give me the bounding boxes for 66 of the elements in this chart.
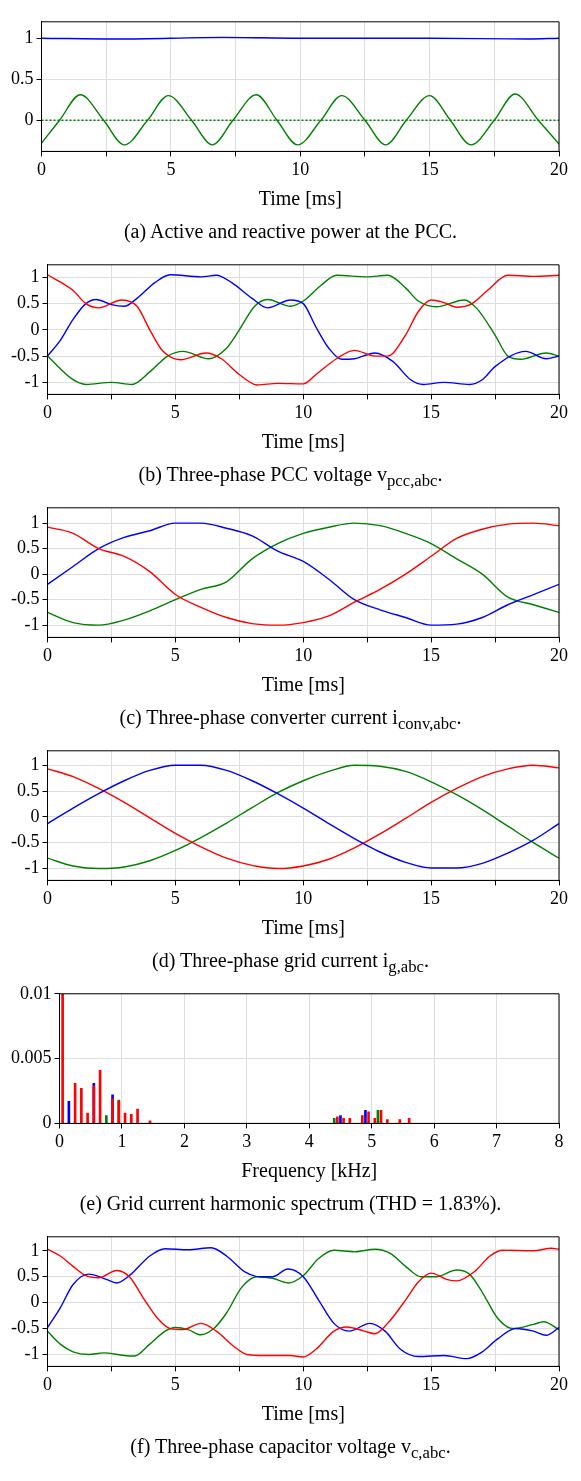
- x-tick-label: 6: [429, 1130, 439, 1151]
- y-tick-label: -0.5: [10, 344, 40, 365]
- x-axis-title: Time [ms]: [261, 916, 345, 939]
- y-tick-label: -0.5: [10, 588, 40, 609]
- x-axis-title: Time [ms]: [261, 673, 345, 696]
- y-tick-label: -1: [24, 857, 40, 878]
- text: (f) Three-phase capacitor voltage v$_{c,abc}$.: [129, 1434, 452, 1464]
- x-tick-label: 20: [550, 158, 568, 179]
- y-tick-label: 1: [30, 1239, 40, 1260]
- x-tick-label: 15: [422, 401, 441, 422]
- x-tick-label: 8: [554, 1130, 564, 1151]
- text: (a) Active and reactive power at the PCC.: [122, 219, 459, 245]
- x-tick-label: 10: [294, 1373, 313, 1394]
- x-tick-label: 10: [294, 401, 313, 422]
- x-tick-label: 5: [170, 1373, 180, 1394]
- y-tick-label: -1: [24, 371, 40, 392]
- y-tick-label: 0: [42, 1112, 52, 1133]
- text: (b) Three-phase PCC voltage v$_{pcc,abc}$.: [137, 462, 444, 492]
- x-tick-label: 10: [294, 887, 313, 908]
- x-tick-label: 20: [550, 1373, 568, 1394]
- y-tick-label: 1: [24, 26, 34, 47]
- x-tick-label: 20: [550, 644, 568, 665]
- x-tick-label: 10: [291, 158, 310, 179]
- y-tick-label: 0: [30, 318, 40, 339]
- x-tick-label: 15: [422, 1373, 441, 1394]
- y-tick-label: 0.5: [16, 292, 40, 313]
- text: (c) Three-phase converter current i$_{conv,abc}$.: [118, 705, 463, 735]
- x-tick-label: 5: [170, 887, 180, 908]
- x-tick-label: 10: [294, 644, 313, 665]
- y-tick-label: 0: [30, 562, 40, 583]
- x-tick-label: 15: [422, 887, 441, 908]
- y-tick-label: 0.5: [16, 1265, 40, 1286]
- x-tick-label: 4: [304, 1130, 314, 1151]
- y-tick-label: 0: [24, 108, 34, 129]
- x-axis-title: Time [ms]: [258, 187, 342, 210]
- x-tick-label: 15: [420, 158, 439, 179]
- x-tick-label: 15: [422, 644, 441, 665]
- x-tick-label: 1: [117, 1130, 127, 1151]
- y-tick-label: 1: [30, 266, 40, 287]
- x-tick-label: 2: [179, 1130, 189, 1151]
- y-tick-label: 0.5: [16, 779, 40, 800]
- y-tick-label: 0.5: [11, 67, 34, 88]
- x-tick-label: 7: [492, 1130, 502, 1151]
- x-axis-title: Frequency [kHz]: [241, 1159, 378, 1183]
- text: (d) Three-phase grid current i$_{g,abc}$.: [151, 948, 430, 978]
- x-tick-label: 5: [170, 644, 180, 665]
- x-tick-label: 5: [170, 401, 180, 422]
- y-tick-label: 0.005: [11, 1047, 52, 1068]
- y-tick-label: -1: [24, 1343, 40, 1364]
- y-tick-label: -0.5: [10, 1317, 40, 1338]
- x-tick-label: 5: [367, 1130, 377, 1151]
- x-tick-label: 5: [166, 158, 176, 179]
- y-tick-label: 0.01: [20, 982, 52, 1003]
- x-tick-label: 20: [550, 887, 568, 908]
- y-tick-label: -0.5: [10, 831, 40, 852]
- y-tick-label: 0: [30, 805, 40, 826]
- text: (e) Grid current harmonic spectrum (THD = 1.83%).: [78, 1191, 503, 1217]
- y-tick-label: -1: [24, 613, 40, 634]
- y-tick-label: 1: [30, 753, 40, 774]
- x-axis-title: Time [ms]: [261, 430, 345, 453]
- x-tick-label: 20: [550, 401, 568, 422]
- x-tick-label: 3: [242, 1130, 252, 1151]
- y-tick-label: 0: [30, 1291, 40, 1312]
- y-tick-label: 1: [30, 511, 40, 532]
- x-axis-title: Time [ms]: [261, 1402, 345, 1425]
- y-tick-label: 0.5: [16, 537, 40, 558]
